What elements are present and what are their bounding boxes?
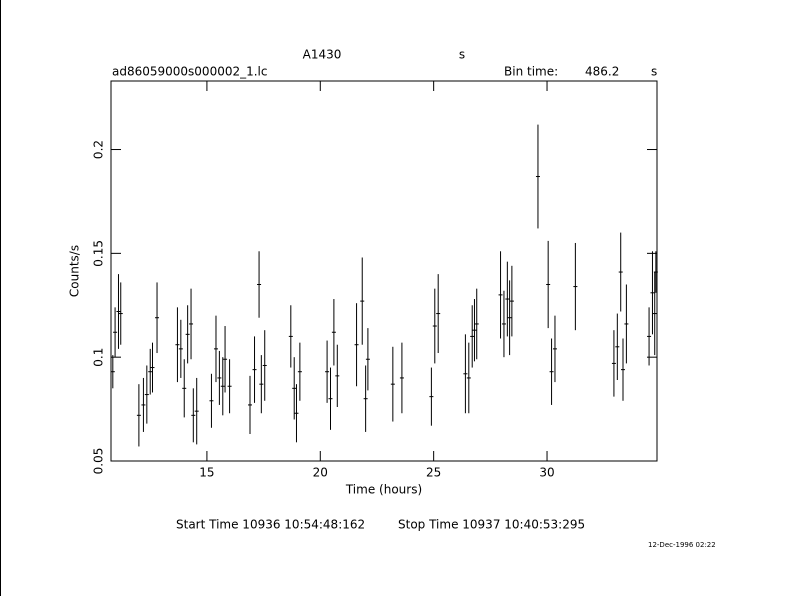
- y-tick-label: 0.2: [92, 140, 106, 159]
- y-tick-label: 0.05: [92, 448, 106, 475]
- start-time: Start Time 10936 10:54:48:162: [176, 518, 365, 532]
- x-tick-label: 15: [199, 466, 214, 480]
- x-tick-label: 30: [539, 466, 554, 480]
- file-name: ad86059000s000002_1.lc: [112, 65, 268, 79]
- title-unit: s: [459, 48, 465, 62]
- chart-title: A1430: [303, 48, 342, 62]
- bin-unit: s: [651, 65, 657, 79]
- date-stamp: 12-Dec-1996 02:22: [648, 541, 716, 549]
- x-axis-label: Time (hours): [345, 483, 422, 497]
- y-tick-label: 0.1: [92, 348, 106, 367]
- stop-time: Stop Time 10937 10:40:53:295: [398, 518, 585, 532]
- plot-frame: [110, 80, 658, 462]
- x-tick-label: 20: [313, 466, 328, 480]
- bin-label: Bin time:: [504, 65, 558, 79]
- x-tick-label: 25: [426, 466, 441, 480]
- y-axis-label: Counts/s: [68, 245, 82, 297]
- bin-value: 486.2: [585, 65, 619, 79]
- y-tick-label: 0.15: [92, 240, 106, 267]
